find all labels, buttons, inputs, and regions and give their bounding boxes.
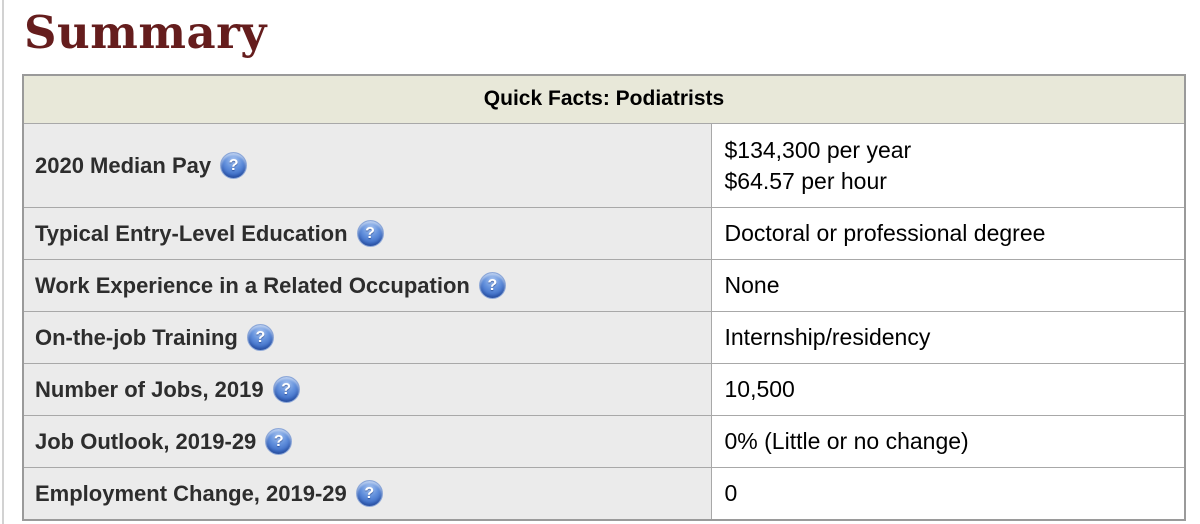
row-label: Employment Change, 2019-29 ? bbox=[22, 467, 712, 521]
row-label-text: On-the-job Training bbox=[35, 324, 238, 350]
row-value: 10,500 bbox=[710, 363, 1186, 416]
quick-facts-table: Quick Facts: Podiatrists 2020 Median Pay… bbox=[22, 73, 1186, 521]
row-label-text: Typical Entry-Level Education bbox=[35, 220, 348, 246]
row-value: 0% (Little or no change) bbox=[710, 415, 1186, 468]
row-label: Typical Entry-Level Education ? bbox=[22, 207, 712, 260]
row-value: None bbox=[710, 259, 1186, 312]
table-row: 2020 Median Pay ? $134,300 per year $64.… bbox=[22, 123, 1186, 208]
help-icon[interactable]: ? bbox=[272, 376, 300, 403]
help-icon[interactable]: ? bbox=[355, 480, 383, 507]
row-value-line: 10,500 bbox=[724, 376, 795, 402]
help-icon[interactable]: ? bbox=[265, 428, 293, 455]
row-value-line: 0% (Little or no change) bbox=[724, 428, 969, 454]
row-value-line: None bbox=[724, 272, 780, 298]
row-value: Internship/residency bbox=[710, 311, 1186, 364]
row-value-line: Doctoral or professional degree bbox=[724, 220, 1046, 246]
row-value-line: $64.57 per hour bbox=[724, 167, 887, 194]
help-icon[interactable]: ? bbox=[478, 272, 506, 299]
table-row: On-the-job Training ? Internship/residen… bbox=[22, 311, 1186, 364]
row-value-line: Internship/residency bbox=[724, 324, 931, 350]
row-label: Job Outlook, 2019-29 ? bbox=[22, 415, 712, 468]
row-label: On-the-job Training ? bbox=[22, 311, 712, 364]
row-label: 2020 Median Pay ? bbox=[22, 123, 712, 208]
row-label-text: Employment Change, 2019-29 bbox=[35, 480, 347, 506]
row-label-text: 2020 Median Pay bbox=[35, 152, 212, 178]
row-value: Doctoral or professional degree bbox=[710, 207, 1186, 260]
row-label-text: Number of Jobs, 2019 bbox=[35, 376, 264, 402]
table-row: Typical Entry-Level Education ? Doctoral… bbox=[22, 207, 1186, 260]
page-title: Summary bbox=[24, 6, 267, 59]
table-row: Work Experience in a Related Occupation … bbox=[22, 259, 1186, 312]
help-icon[interactable]: ? bbox=[220, 152, 248, 179]
page-edge-divider bbox=[2, 0, 4, 524]
help-icon[interactable]: ? bbox=[356, 220, 384, 247]
row-label: Work Experience in a Related Occupation … bbox=[22, 259, 712, 312]
row-label-text: Work Experience in a Related Occupation bbox=[35, 272, 470, 298]
row-value: $134,300 per year $64.57 per hour bbox=[710, 123, 1186, 208]
row-value: 0 bbox=[710, 467, 1186, 521]
table-row: Job Outlook, 2019-29 ? 0% (Little or no … bbox=[22, 415, 1186, 468]
table-row: Employment Change, 2019-29 ? 0 bbox=[22, 467, 1186, 521]
table-header-row: Quick Facts: Podiatrists bbox=[22, 74, 1186, 124]
table-header: Quick Facts: Podiatrists bbox=[22, 74, 1186, 124]
help-icon[interactable]: ? bbox=[246, 324, 274, 351]
row-label-text: Job Outlook, 2019-29 bbox=[35, 428, 257, 454]
table-row: Number of Jobs, 2019 ? 10,500 bbox=[22, 363, 1186, 416]
row-label: Number of Jobs, 2019 ? bbox=[22, 363, 712, 416]
row-value-line: $134,300 per year bbox=[724, 136, 912, 163]
row-value-line: 0 bbox=[724, 480, 738, 506]
